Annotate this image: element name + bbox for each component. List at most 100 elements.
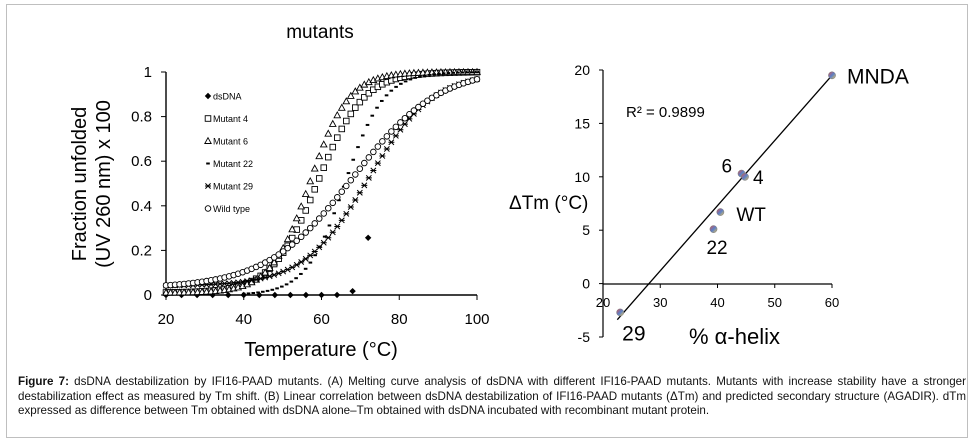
chart-a-point xyxy=(389,89,394,92)
chart-a-y-ticks: 0 0.2 0.4 0.6 0.8 1 xyxy=(131,64,166,304)
chart-a-point xyxy=(388,128,395,135)
chart-a-point xyxy=(347,110,355,118)
chart-a-point xyxy=(374,143,382,150)
chart-a-point xyxy=(293,261,300,268)
chart-a-point xyxy=(356,98,364,106)
chart-a-y-tick-label: 0.6 xyxy=(131,153,152,170)
chart-a-point xyxy=(308,261,313,264)
chart-a-point xyxy=(451,71,455,74)
chart-a-point xyxy=(342,97,351,105)
chart-a-point xyxy=(292,214,301,222)
chart-a-point xyxy=(318,291,325,299)
chart-a-point xyxy=(374,160,381,167)
chart-a-point xyxy=(311,248,318,255)
chart-a-point xyxy=(260,290,265,293)
chart-b-r2: R² = 0.9899 xyxy=(626,104,705,121)
caption-label: Figure 7: xyxy=(18,375,69,388)
chart-a-point xyxy=(356,146,360,149)
chart-a-point xyxy=(352,197,359,203)
chart-a-point xyxy=(287,291,294,299)
chart-a-point xyxy=(401,114,409,122)
chart-a-point xyxy=(301,189,310,197)
chart-a-point xyxy=(240,291,247,299)
chart-a-point xyxy=(327,224,332,227)
chart-a-point xyxy=(379,138,386,145)
chart-a-point xyxy=(441,72,446,75)
chart-a-point xyxy=(328,119,337,127)
chart-a-point xyxy=(284,244,291,252)
chart-a-point xyxy=(244,278,251,285)
chart-a-point xyxy=(473,76,481,83)
chart-a-point xyxy=(271,291,279,299)
chart-a-point xyxy=(225,291,232,299)
chart-a-y-label-line2: (UV 260 nm) x 100 xyxy=(93,100,115,268)
chart-b-point-label: 4 xyxy=(753,168,764,189)
chart-b-point-label: 29 xyxy=(622,322,645,345)
chart-a-point xyxy=(316,244,323,251)
chart-a-x-label: Temperature (°C) xyxy=(244,339,398,361)
chart-a-point xyxy=(365,154,373,161)
figure-charts: mutants 20 40 60 80 100 00.20.40.60.81 Tempe… xyxy=(69,22,909,361)
chart-a-point xyxy=(302,229,309,236)
chart-b-x-tick-label: 30 xyxy=(653,295,667,310)
chart-a-point xyxy=(294,277,298,280)
chart-a-legend-marker xyxy=(204,205,212,212)
chart-a-legend-marker xyxy=(204,115,212,122)
chart-a-point xyxy=(251,292,256,295)
chart-a-point xyxy=(424,97,431,104)
chart-a-point xyxy=(437,72,441,75)
chart-a-point xyxy=(241,292,246,295)
chart-a-point xyxy=(303,267,308,270)
chart-b-point xyxy=(828,71,836,80)
chart-a-legend: dsDNA Mutant 4 Mutant 6 Mutant 22 Mutant 29 W… xyxy=(204,92,253,214)
chart-b-x-ticks: 20 30 40 50 60 xyxy=(596,284,839,310)
chart-a-point xyxy=(413,76,417,79)
chart-b-x-tick-label: 60 xyxy=(825,295,839,310)
chart-a-point xyxy=(257,275,264,282)
chart-a-point xyxy=(275,287,279,290)
chart-a-point xyxy=(465,71,470,74)
chart-a-point xyxy=(446,72,451,75)
chart-a-point xyxy=(338,125,346,133)
chart-a-point xyxy=(293,237,300,245)
chart-a-point xyxy=(349,287,356,295)
chart-a-point xyxy=(432,73,436,76)
chart-a-point xyxy=(284,283,289,286)
chart-a-y-label-line1: Fraction unfolded xyxy=(69,107,91,262)
chart-a-point xyxy=(356,165,364,172)
chart-a-legend-label: dsDNA xyxy=(213,92,242,102)
chart-a-point xyxy=(297,202,306,210)
chart-a-point xyxy=(311,186,318,193)
chart-a-legend-label: Mutant 6 xyxy=(213,137,248,147)
chart-a-point xyxy=(320,210,328,217)
chart-a-point xyxy=(365,123,370,126)
chart-a-x-tick-label: 80 xyxy=(391,311,408,328)
chart-a-point xyxy=(325,204,332,212)
chart-a-point xyxy=(265,263,274,271)
chart-a-point xyxy=(289,280,294,283)
chart-b-point xyxy=(709,225,718,233)
chart-a-y-tick-label: 1 xyxy=(144,64,152,81)
chart-a-legend-label: Mutant 22 xyxy=(213,159,253,169)
chart-a-point xyxy=(315,151,324,160)
chart-a-point xyxy=(399,82,403,85)
chart-a-point xyxy=(410,107,418,114)
chart-a-point xyxy=(325,234,332,241)
chart-a-point xyxy=(297,233,305,241)
chart-a-point xyxy=(361,94,368,101)
chart-a-point xyxy=(379,99,384,102)
chart-a-point xyxy=(361,182,368,189)
chart-a-point xyxy=(365,174,372,181)
chart-a-point xyxy=(370,167,377,174)
chart-a-point xyxy=(310,164,319,172)
chart-b-point xyxy=(716,208,725,216)
chart-a-point xyxy=(470,71,475,74)
chart-a-x-tick-label: 60 xyxy=(313,311,330,328)
chart-a-point xyxy=(343,182,350,190)
chart-a-legend-marker xyxy=(204,92,212,100)
chart-a-point xyxy=(262,274,269,281)
chart-a-point xyxy=(370,114,375,117)
chart-a-point xyxy=(253,276,260,283)
chart-a-point xyxy=(456,71,460,74)
chart-a-point xyxy=(392,123,400,131)
